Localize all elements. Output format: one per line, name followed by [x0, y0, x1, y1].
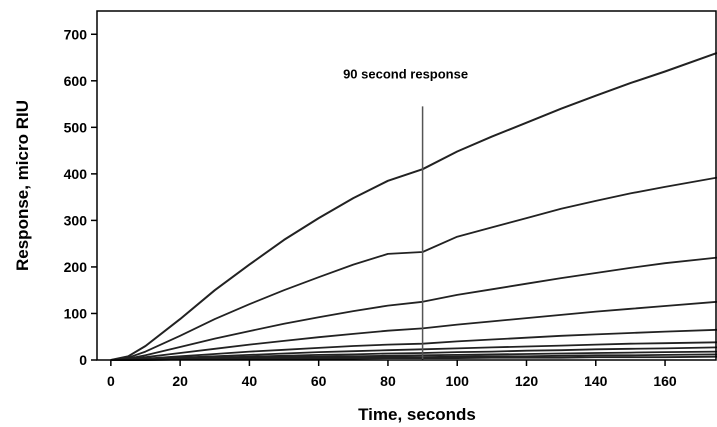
x-axis-title: Time, seconds	[358, 405, 476, 424]
x-tick-label: 140	[584, 373, 608, 389]
y-tick-label: 0	[79, 352, 87, 368]
series-line-3	[110, 256, 717, 361]
x-tick-label: 100	[446, 373, 470, 389]
x-tick-label: 20	[172, 373, 188, 389]
x-tick-label: 40	[242, 373, 258, 389]
x-tick-label: 80	[380, 373, 396, 389]
y-tick-label: 600	[64, 73, 88, 89]
y-axis-ticks: 0 100 200 300 400 500 600 700	[64, 26, 97, 368]
y-tick-label: 100	[64, 305, 88, 321]
y-tick-label: 500	[64, 119, 88, 135]
series-line-5	[110, 328, 717, 361]
series-line-2	[110, 176, 717, 361]
x-tick-label: 60	[311, 373, 327, 389]
x-tick-label: 0	[107, 373, 115, 389]
y-tick-label: 300	[64, 212, 88, 228]
y-axis-title: Response, micro RIU	[13, 100, 32, 271]
x-axis-ticks: 0 20 40 60 80 100 120 140 160	[107, 360, 677, 389]
y-tick-label: 700	[64, 26, 88, 42]
series-lines	[110, 51, 717, 361]
x-tick-label: 160	[653, 373, 677, 389]
ninety-second-annotation: 90 second response	[343, 66, 468, 81]
plot-frame	[96, 10, 717, 361]
series-line-4	[110, 300, 717, 361]
y-tick-label: 200	[64, 259, 88, 275]
series-line-1	[110, 51, 717, 361]
x-tick-label: 120	[515, 373, 539, 389]
y-tick-label: 400	[64, 166, 88, 182]
